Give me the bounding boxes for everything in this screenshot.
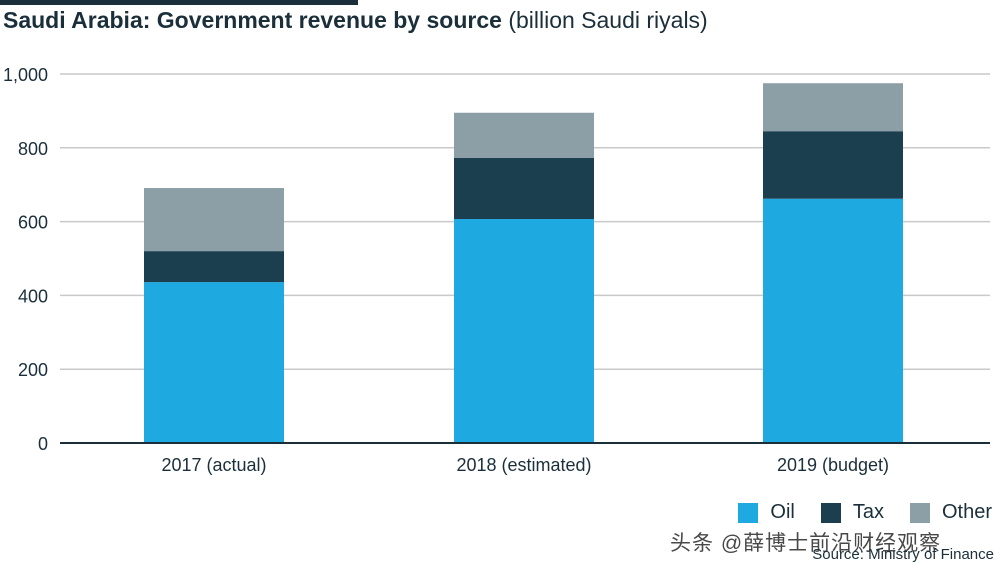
bar-other — [144, 188, 284, 252]
y-tick-label: 600 — [18, 213, 48, 233]
x-tick-label: 2017 (actual) — [161, 455, 266, 475]
legend-label: Other — [941, 501, 992, 523]
bar-oil — [144, 282, 284, 443]
legend-item-tax: Tax — [820, 501, 884, 524]
y-tick-label: 400 — [18, 286, 48, 306]
legend-swatch — [820, 502, 841, 523]
legend-swatch — [909, 502, 930, 523]
y-tick-label: 800 — [18, 139, 48, 159]
bar-tax — [144, 251, 284, 283]
y-tick-label: 200 — [18, 360, 48, 380]
legend-swatch — [738, 502, 759, 523]
x-tick-label: 2018 (estimated) — [456, 455, 591, 475]
bar-tax — [763, 131, 903, 199]
y-tick-label: 1,000 — [3, 65, 48, 85]
bar-oil — [763, 198, 903, 443]
watermark-text: 头条 @薛博士前沿财经观察 — [670, 532, 942, 555]
legend-item-other: Other — [909, 501, 992, 524]
legend-label: Tax — [852, 501, 884, 523]
bar-chart: 0 200 400 600 800 1,000 2017 (actual) 2018 (est… — [3, 65, 990, 475]
bar-oil — [454, 219, 594, 443]
legend-label: Oil — [770, 501, 795, 523]
x-tick-label: 2019 (budget) — [777, 455, 889, 475]
bar-other — [454, 112, 594, 158]
bar-other — [763, 83, 903, 132]
top-accent-bar — [0, 0, 358, 5]
legend-item-oil: Oil — [738, 501, 795, 524]
y-tick-label: 0 — [38, 434, 48, 454]
chart-title-main: Saudi Arabia: Government revenue by sour… — [3, 7, 502, 33]
chart-title-unit: (billion Saudi riyals) — [508, 7, 708, 33]
chart-title: Saudi Arabia: Government revenue by sour… — [3, 7, 708, 34]
bar-tax — [454, 157, 594, 220]
legend: Oil Tax Other — [712, 501, 992, 524]
source-note: Source: Ministry of Finance — [812, 546, 994, 563]
